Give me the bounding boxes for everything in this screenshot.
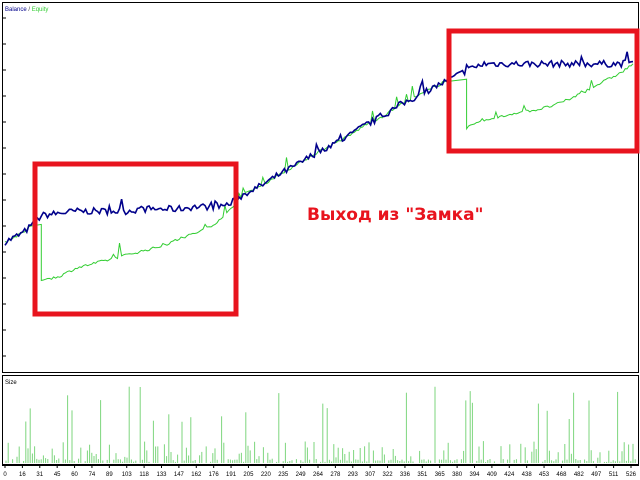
legend-balance: Balance	[5, 7, 27, 13]
x-tick-label: 394	[469, 472, 480, 478]
x-tick-label: 497	[591, 472, 602, 478]
x-tick-label: 45	[54, 472, 61, 478]
main-panel-frame	[2, 2, 639, 373]
legend-equity: Equity	[32, 7, 49, 13]
y-axis-ticks	[2, 17, 6, 357]
x-tick-label: 147	[174, 472, 185, 478]
highlight-box-left	[32, 161, 239, 317]
x-tick-label: 511	[609, 472, 619, 478]
x-tick-label: 31	[36, 472, 43, 478]
x-tick-label: 526	[626, 472, 637, 478]
x-tick-label: 293	[348, 472, 359, 478]
x-tick-label: 60	[71, 472, 78, 478]
x-tick-label: 380	[452, 472, 463, 478]
x-tick-label: 16	[19, 472, 26, 478]
x-tick-label: 307	[365, 472, 376, 478]
x-tick-label: 220	[261, 472, 272, 478]
x-tick-label: 322	[383, 472, 394, 478]
legend-separator: /	[27, 7, 32, 13]
x-tick-label: 278	[330, 472, 341, 478]
x-axis-ticks: 0 16 31 45 60 74 89 103 118 133 147 162 176 191 205 220…	[3, 465, 637, 478]
x-tick-label: 438	[522, 472, 533, 478]
x-tick-label: 264	[313, 472, 324, 478]
x-tick-label: 468	[556, 472, 567, 478]
x-tick-label: 235	[278, 472, 289, 478]
x-tick-label: 176	[209, 472, 220, 478]
x-tick-label: 249	[296, 472, 307, 478]
x-tick-label: 133	[156, 472, 167, 478]
x-tick-label: 453	[539, 472, 550, 478]
x-tick-label: 205	[243, 472, 254, 478]
legend: Balance / Equity	[5, 7, 48, 13]
size-panel-label: Size	[5, 380, 17, 386]
x-tick-label: 74	[89, 472, 96, 478]
x-tick-label: 351	[417, 472, 428, 478]
x-tick-label: 336	[400, 472, 411, 478]
x-tick-label: 118	[139, 472, 149, 478]
x-tick-label: 103	[122, 472, 133, 478]
x-tick-label: 409	[487, 472, 498, 478]
x-tick-label: 162	[191, 472, 202, 478]
x-tick-label: 482	[574, 472, 585, 478]
x-tick-label: 89	[106, 472, 113, 478]
highlight-box-right	[446, 28, 640, 154]
x-tick-label: 424	[504, 472, 515, 478]
annotation-text: Выход из "Замка"	[307, 205, 484, 225]
x-tick-label: 191	[226, 472, 237, 478]
balance-series-line	[4, 51, 634, 246]
size-panel-frame	[2, 375, 639, 465]
x-tick-label: 0	[3, 472, 7, 478]
size-bars	[5, 386, 636, 463]
x-tick-label: 365	[435, 472, 446, 478]
